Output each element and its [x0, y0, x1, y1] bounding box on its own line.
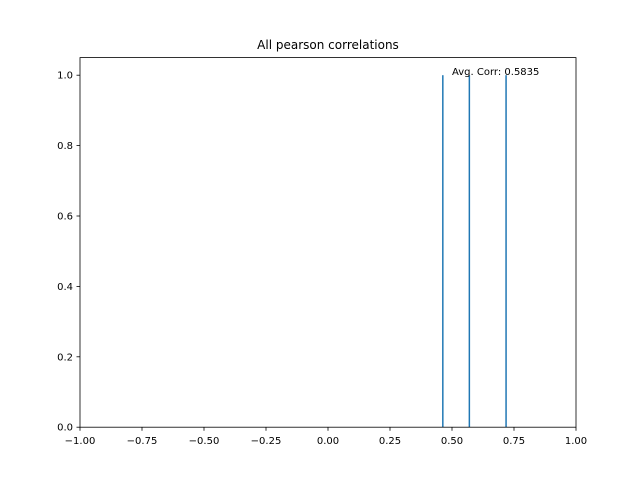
bars — [442, 75, 507, 428]
x-tick-label: −0.25 — [251, 436, 282, 447]
x-tick-label: −0.75 — [127, 436, 158, 447]
y-tick-label: 0.2 — [57, 352, 73, 363]
y-tick-label: 0.0 — [57, 423, 73, 434]
x-tick-label: 1.00 — [565, 436, 587, 447]
x-tick-label: 0.25 — [379, 436, 401, 447]
x-tick-label: 0.75 — [503, 436, 525, 447]
histogram-bar-1 — [468, 75, 471, 428]
x-tick-label: 0.50 — [441, 436, 463, 447]
plot-area — [80, 57, 576, 428]
y-tick-label: 0.4 — [57, 282, 73, 293]
chart-title: All pearson correlations — [257, 38, 399, 52]
y-tick-label: 1.0 — [57, 71, 73, 82]
x-tick-label: −1.00 — [65, 436, 96, 447]
x-tick-label: −0.50 — [189, 436, 220, 447]
y-tick-label: 0.6 — [57, 212, 73, 223]
histogram-bar-0 — [442, 75, 444, 428]
x-axis-ticks: −1.00 −0.75 −0.50 −0.25 0.00 0.25 0.50 0.75 1.00 — [65, 427, 587, 447]
avg-corr-annotation: Avg. Corr: 0.5835 — [452, 67, 539, 78]
x-tick-label: 0.00 — [317, 436, 339, 447]
histogram-bar-2 — [505, 75, 507, 428]
y-axis-ticks: 0.0 0.2 0.4 0.6 0.8 1.0 — [57, 71, 80, 434]
y-tick-label: 0.8 — [57, 141, 73, 152]
